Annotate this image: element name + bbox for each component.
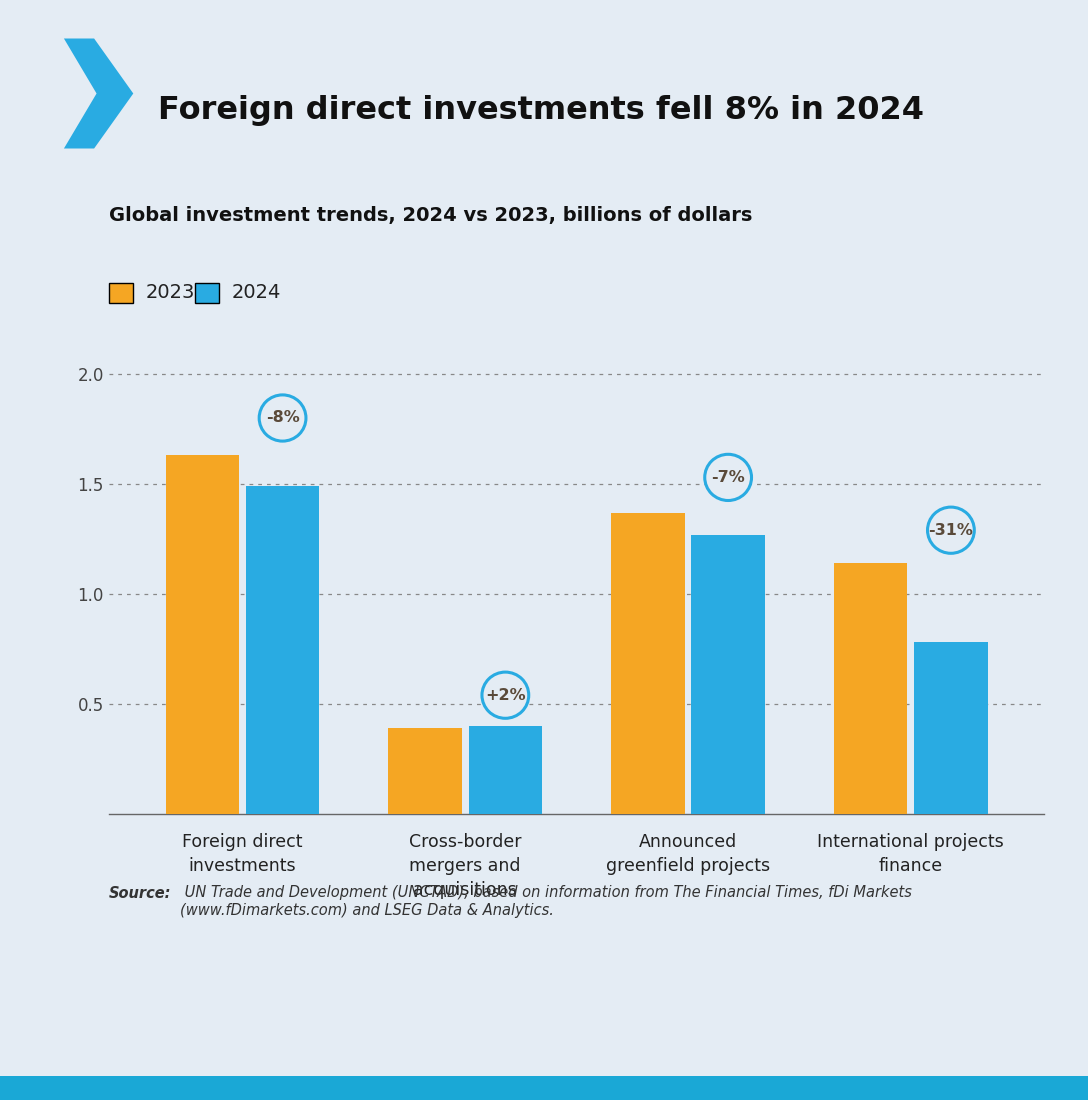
Text: Foreign direct investments fell 8% in 2024: Foreign direct investments fell 8% in 20…	[158, 95, 924, 125]
Text: 2024: 2024	[232, 283, 281, 302]
Bar	[833, 563, 907, 814]
Text: -31%: -31%	[928, 522, 974, 538]
Text: -8%: -8%	[265, 410, 299, 426]
Polygon shape	[64, 39, 133, 148]
Bar	[165, 455, 239, 814]
Text: +2%: +2%	[485, 688, 526, 703]
Circle shape	[482, 672, 529, 718]
Text: Global investment trends, 2024 vs 2023, billions of dollars: Global investment trends, 2024 vs 2023, …	[109, 207, 752, 226]
Text: 2023: 2023	[146, 283, 195, 302]
Bar	[388, 728, 462, 814]
Bar	[611, 513, 684, 814]
Text: -7%: -7%	[712, 470, 745, 485]
Circle shape	[927, 507, 975, 553]
Circle shape	[259, 395, 306, 441]
Bar	[914, 642, 988, 814]
Bar	[691, 535, 765, 814]
Bar	[246, 486, 320, 814]
Text: Source:: Source:	[109, 886, 171, 901]
Text: UN Trade and Development (UNCTAD), based on information from The Financial Times: UN Trade and Development (UNCTAD), based…	[180, 886, 912, 917]
Circle shape	[705, 454, 752, 500]
Bar	[469, 726, 542, 814]
